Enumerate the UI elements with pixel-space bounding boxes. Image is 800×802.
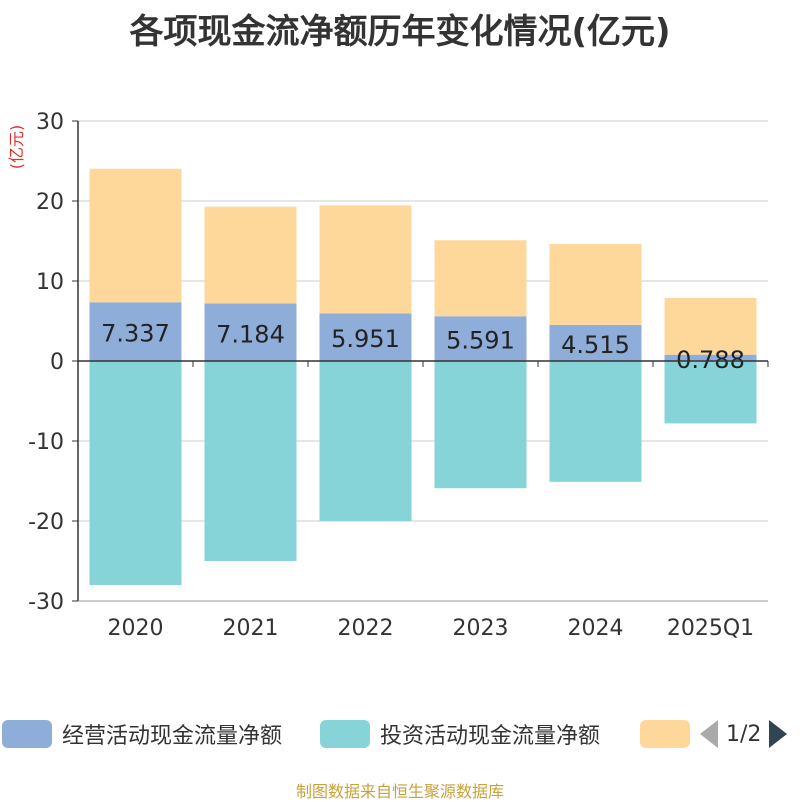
pager-text: 1/2 <box>726 721 762 747</box>
x-tick-label: 2020 <box>108 616 164 641</box>
bar-operating <box>434 316 527 361</box>
data-label-operating: 4.515 <box>561 331 630 359</box>
bar-financing <box>434 240 527 317</box>
y-tick-label: -20 <box>28 510 64 535</box>
data-label-operating: 0.788 <box>676 346 745 374</box>
data-label-operating: 5.951 <box>331 325 400 353</box>
bar-operating <box>89 302 182 361</box>
y-axis-label: (亿元) <box>7 125 26 170</box>
bar-investing <box>89 361 182 585</box>
y-tick-label: 30 <box>36 110 64 135</box>
data-label-operating: 5.591 <box>446 327 515 355</box>
legend-swatch-financing <box>640 720 690 748</box>
next-page-icon[interactable] <box>769 720 788 748</box>
bar-investing <box>664 361 757 424</box>
bar-financing <box>549 244 642 325</box>
legend-label-operating: 经营活动现金流量净额 <box>62 724 283 749</box>
bar-investing <box>319 361 412 521</box>
y-tick-label: 0 <box>50 350 64 375</box>
chart-title: 各项现金流净额历年变化情况(亿元) <box>129 12 671 52</box>
y-tick-label: -30 <box>28 590 64 615</box>
bar-financing <box>319 205 412 314</box>
bar-investing <box>549 361 642 482</box>
y-tick-label: 10 <box>36 270 64 295</box>
data-label-operating: 7.184 <box>216 320 285 348</box>
bar-financing <box>89 168 182 303</box>
bar-investing <box>434 361 527 489</box>
bar-operating <box>664 354 757 361</box>
bar-operating <box>319 313 412 361</box>
source-note: 制图数据来自恒生聚源数据库 <box>295 782 504 801</box>
legend-swatch-investing <box>320 720 370 748</box>
bar-investing <box>204 361 297 561</box>
bar-operating <box>549 324 642 361</box>
x-tick-label: 2023 <box>453 616 509 641</box>
bar-financing <box>204 206 297 304</box>
legend-item-operating[interactable]: 经营活动现金流量净额 <box>2 716 282 752</box>
legend-pager: 1/2 <box>700 716 788 752</box>
y-tick-label: 20 <box>36 190 64 215</box>
y-tick-label: -10 <box>28 430 64 455</box>
bar-operating <box>204 303 297 361</box>
x-tick-label: 2022 <box>338 616 394 641</box>
x-tick-label: 2025Q1 <box>667 616 754 641</box>
legend-swatch-operating <box>2 720 52 748</box>
legend-item-investing[interactable]: 投资活动现金流量净额 <box>320 716 600 752</box>
data-label-operating: 7.337 <box>101 320 170 348</box>
legend: 经营活动现金流量净额 投资活动现金流量净额 1/2 <box>0 716 800 752</box>
x-tick-label: 2021 <box>223 616 279 641</box>
prev-page-icon[interactable] <box>700 720 718 748</box>
legend-item-financing[interactable] <box>640 716 690 752</box>
bar-financing <box>664 297 757 355</box>
legend-label-investing: 投资活动现金流量净额 <box>380 724 601 749</box>
x-tick-label: 2024 <box>568 616 624 641</box>
